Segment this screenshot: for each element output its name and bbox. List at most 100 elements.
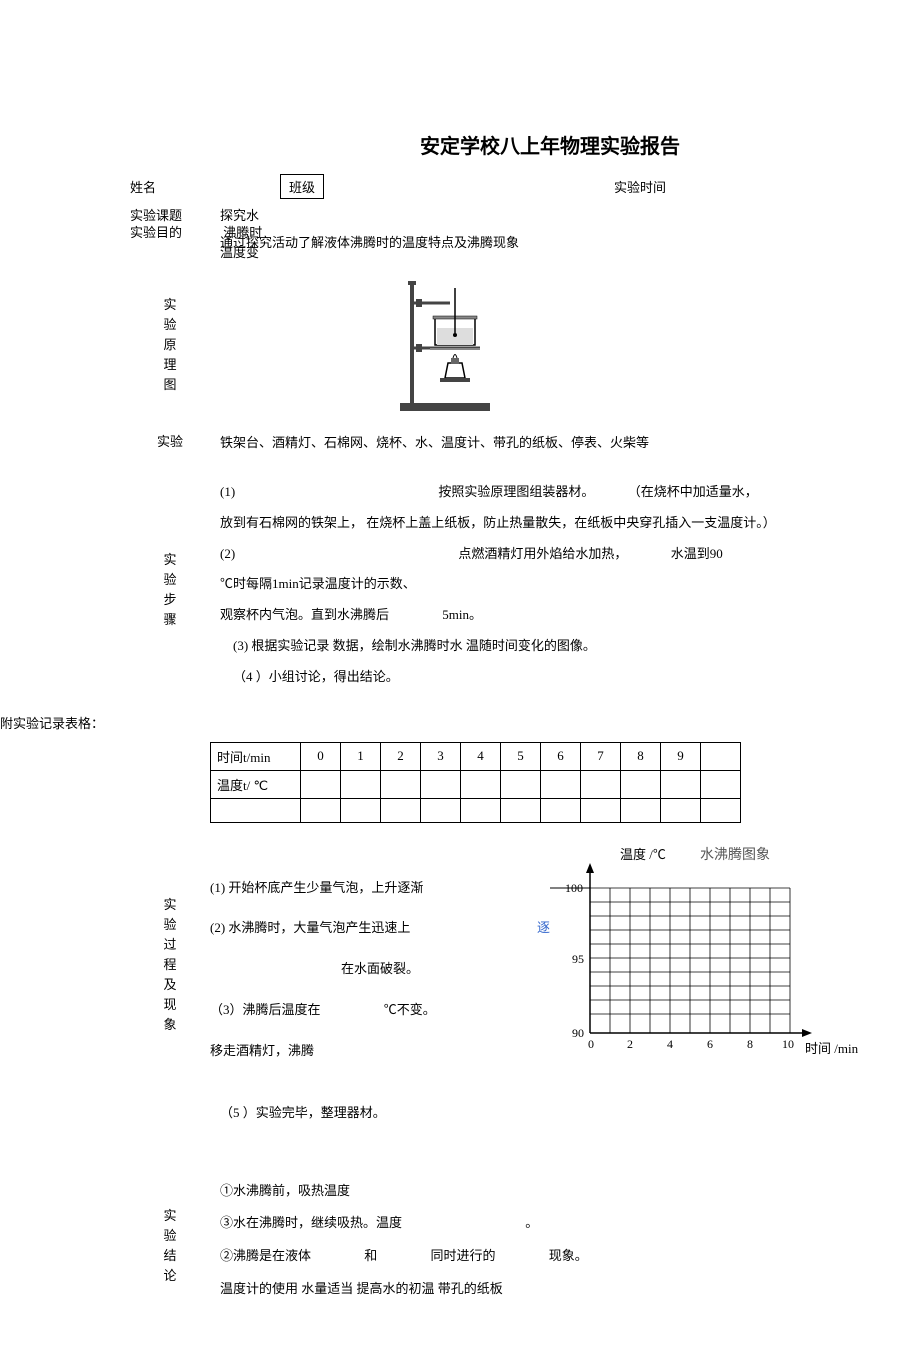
steps-label: 实 验 步 骤 [130, 482, 210, 698]
chart-svg: 100 95 90 0 2 4 6 8 10 [550, 848, 830, 1058]
cell [211, 798, 301, 822]
cell [541, 798, 581, 822]
table-row [211, 798, 741, 822]
step-3: (3) 根据实验记录 数据，绘制水沸腾时水 温随时间变化的图像。 [220, 636, 920, 657]
apparatus-diagram [210, 273, 920, 417]
conclusion-3b: 和 [364, 1248, 377, 1263]
cell [581, 798, 621, 822]
ytick: 100 [565, 881, 583, 895]
purpose-label: 实验目的 [130, 228, 190, 238]
header-row: 姓名 班级 实验时间 [130, 174, 920, 199]
xtick: 8 [747, 1037, 753, 1051]
process-label: 实 验 过 程 及 现 象 [130, 848, 210, 1082]
cell [301, 770, 341, 798]
steps-section: 实 验 步 骤 (1) 按照实验原理图组装器材。 （在烧杯中加适量水， 放到有石… [130, 482, 920, 698]
cell [461, 798, 501, 822]
cell [341, 798, 381, 822]
chart-x-label: 时间 /min [805, 1038, 858, 1057]
principle-label: 实 验 原 理 图 [130, 273, 210, 417]
cell: 4 [461, 742, 501, 770]
process-3a: （3）沸腾后温度在 [210, 1002, 321, 1017]
class-label: 班级 [280, 174, 324, 199]
purpose-row: 实验目的 沸腾时 通过探究活动了解液体沸腾时的温度特点及沸腾现象 温度变 [130, 228, 920, 258]
label-char: 过 [163, 935, 176, 955]
chart-y-label: 温度 /℃ [620, 844, 666, 863]
ytick: 90 [572, 1026, 584, 1040]
conclusion-section: 实 验 结 论 ①水沸腾前，吸热温度 ③水在沸腾时，继续吸热。温度 。 ②沸腾是… [130, 1181, 920, 1312]
topic-label: 实验课题 [130, 205, 190, 224]
process-2c: 在水面破裂。 [210, 959, 550, 980]
step-2b: 点燃酒精灯用外焰给水加热， [458, 546, 627, 561]
cell [381, 798, 421, 822]
cell [301, 798, 341, 822]
cell: 1 [341, 742, 381, 770]
conclusion-3c: 同时进行的 [431, 1248, 496, 1263]
cell: 8 [621, 742, 661, 770]
step-2f: 5min。 [442, 607, 482, 622]
topic-text-1: 探究水 [220, 205, 259, 224]
label-char: 实 [163, 295, 176, 315]
process-2b: 逐 [537, 918, 550, 939]
topic-row: 实验课题 探究水 [130, 205, 920, 224]
process-3b: ℃不变。 [384, 1002, 436, 1017]
label-char: 验 [163, 915, 176, 935]
process-section: 实 验 过 程 及 现 象 (1) 开始杯底产生少量气泡，上升逐渐 (2) 水沸… [130, 848, 920, 1082]
cell: 0 [301, 742, 341, 770]
table-row: 时间t/min 0 1 2 3 4 5 6 7 8 9 [211, 742, 741, 770]
cell [661, 798, 701, 822]
xtick: 4 [667, 1037, 673, 1051]
equipment-label: 实验 [130, 432, 210, 452]
equipment-section: 实验 铁架台、酒精灯、石棉网、烧杯、水、温度计、带孔的纸板、停表、火柴等 [130, 432, 920, 452]
label-char: 及 [163, 975, 176, 995]
cell [501, 798, 541, 822]
cell [701, 798, 741, 822]
conclusion-2a: ③水在沸腾时，继续吸热。温度 [220, 1215, 402, 1230]
cell [621, 798, 661, 822]
xtick: 6 [707, 1037, 713, 1051]
label-char: 程 [163, 955, 176, 975]
process-4: 移走酒精灯，沸腾 [210, 1041, 550, 1062]
purpose-text: 通过探究活动了解液体沸腾时的温度特点及沸腾现象 [220, 235, 519, 250]
conclusion-3d: 现象。 [549, 1248, 588, 1263]
ytick: 95 [572, 952, 584, 966]
step-2d: ℃时每隔1min记录温度计的示数、 [220, 576, 416, 591]
xtick: 0 [588, 1037, 594, 1051]
row1-label: 时间t/min [211, 742, 301, 770]
table-row: 温度t/ ℃ [211, 770, 741, 798]
cell: 3 [421, 742, 461, 770]
xtick: 2 [627, 1037, 633, 1051]
page-title: 安定学校八上年物理实验报告 [180, 130, 920, 159]
label-char: 验 [163, 1226, 176, 1246]
label-char: 验 [163, 570, 176, 590]
chart-title: 水沸腾图象 [700, 844, 770, 864]
step-1b: 按照实验原理图组装器材。 [438, 484, 594, 499]
time-label: 实验时间 [614, 177, 666, 196]
label-char: 图 [163, 375, 176, 395]
cell [701, 742, 741, 770]
cell: 9 [661, 742, 701, 770]
label-char: 结 [163, 1246, 176, 1266]
step-2e: 观察杯内气泡。直到水沸腾后 [220, 607, 389, 622]
step-2a: (2) [220, 546, 235, 561]
principle-section: 实 验 原 理 图 [130, 273, 920, 417]
label-char: 象 [163, 1015, 176, 1035]
cell [701, 770, 741, 798]
name-label: 姓名 [130, 177, 190, 196]
step-1d: 放到有石棉网的铁架上， 在烧杯上盖上纸板，防止热量散失，在纸板中央穿孔插入一支温… [220, 513, 920, 534]
label-char: 理 [163, 355, 176, 375]
cell: 2 [381, 742, 421, 770]
cell: 5 [501, 742, 541, 770]
label-char: 实 [163, 895, 176, 915]
label-text: 实验 [157, 432, 183, 452]
cell [341, 770, 381, 798]
cell: 7 [581, 742, 621, 770]
conclusion-text: ①水沸腾前，吸热温度 ③水在沸腾时，继续吸热。温度 。 ②沸腾是在液体 和 同时… [210, 1181, 920, 1312]
topic-text-3: 温度变 [220, 245, 259, 260]
conclusion-2b: 。 [525, 1215, 538, 1230]
cell [661, 770, 701, 798]
cell [381, 770, 421, 798]
chart-area: 温度 /℃ 水沸腾图象 [550, 848, 920, 1082]
label-char: 验 [163, 315, 176, 335]
label-char: 原 [163, 335, 176, 355]
label-char: 论 [163, 1266, 176, 1286]
